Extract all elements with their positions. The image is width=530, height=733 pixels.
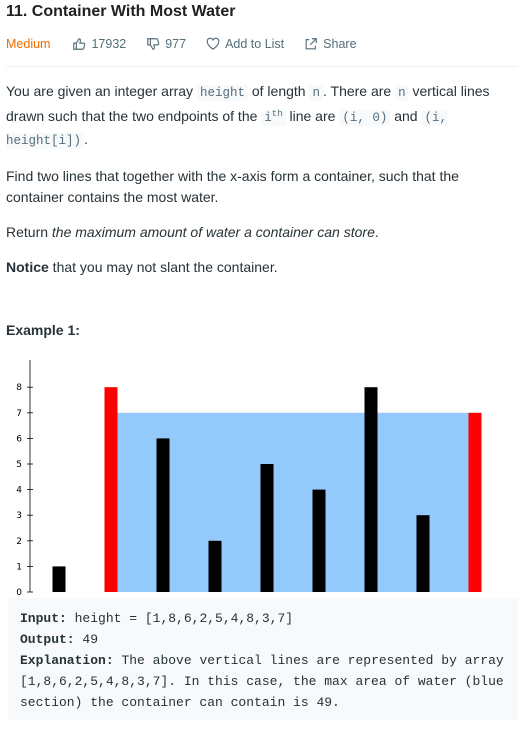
problem-meta-bar: Medium 17932 977 Add to List Share [6,34,377,54]
y-tick-label: 4 [16,486,22,496]
example-box: Input: height = [1,8,6,2,5,4,8,3,7] Outp… [8,598,518,720]
problem-description: You are given an integer array height of… [6,81,511,292]
problem-title: 11. Container With Most Water [6,3,236,20]
example-input-line: Input: height = [1,8,6,2,5,4,8,3,7] [20,608,506,629]
like-button[interactable]: 17932 [72,37,126,51]
text: i [264,111,272,126]
description-paragraph-3: Return the maximum amount of water a con… [6,222,511,243]
height-bar [260,464,274,592]
description-paragraph-1: You are given an integer array height of… [6,81,511,152]
difficulty-badge: Medium [6,37,51,51]
thumbs-up-icon [73,38,86,50]
share-icon [305,38,317,50]
dislike-count: 977 [165,37,187,51]
thumbs-down-icon [147,38,160,50]
height-bar [156,438,170,592]
share-button[interactable]: Share [304,37,357,51]
text: vertical lines drawn such that the two e… [6,83,490,125]
add-to-list-button[interactable]: Add to List [206,37,284,51]
emphasis: the maximum amount of water a container … [51,224,375,241]
y-tick-label: 0 [16,588,22,598]
text: Return [6,224,52,241]
y-tick-label: 2 [16,537,22,547]
inline-code: ith [261,109,286,127]
inline-code: n [309,85,323,101]
text: . [374,224,379,241]
inline-code: height [196,85,248,101]
text: and [390,108,422,125]
superscript: th [271,109,283,119]
dislike-button[interactable]: 977 [146,37,186,51]
y-tick-label: 5 [16,460,22,470]
y-tick-label: 6 [16,434,22,444]
input-value: height = [1,8,6,2,5,4,8,3,7] [74,611,294,626]
explanation-label: Explanation: [20,653,114,668]
share-label: Share [323,37,357,51]
like-count: 17932 [91,37,127,51]
inline-code: n [395,85,409,101]
example-title: Example 1: [6,322,80,338]
height-bar [416,515,430,592]
container-wall-bar [468,412,482,592]
text: that you may not slant the container. [48,259,278,276]
text: line are [285,108,340,125]
bold-text: Notice [6,259,49,276]
height-bar [208,540,222,592]
description-paragraph-2: Find two lines that together with the x-… [6,168,459,206]
inline-code: (i, 0) [339,110,391,127]
add-to-list-label: Add to List [225,37,285,51]
header-divider [6,66,518,67]
example-output-line: Output: 49 [20,629,506,650]
text: You are given an integer array [6,83,197,99]
text: . [84,131,88,148]
heart-icon [206,37,220,50]
y-tick-label: 7 [16,409,22,419]
water-area [111,412,475,592]
text: . There are [322,83,396,99]
height-bar [312,489,326,592]
output-label: Output: [20,632,75,647]
y-tick-label: 8 [16,383,22,393]
explanation-value: The above vertical lines are represented… [20,653,504,710]
output-value: 49 [82,632,99,647]
container-chart: 0 1 2 3 4 5 6 7 8 [16,360,482,598]
y-tick-label: 3 [16,511,22,521]
text: of length [247,83,310,99]
y-tick-label: 1 [16,562,22,572]
height-bar [364,387,378,592]
input-label: Input: [20,611,67,626]
height-bar [52,566,66,592]
description-paragraph-4: Notice that you may not slant the contai… [6,257,511,278]
example-explanation-line: Explanation: The above vertical lines ar… [20,650,506,713]
container-wall-bar [104,387,118,592]
